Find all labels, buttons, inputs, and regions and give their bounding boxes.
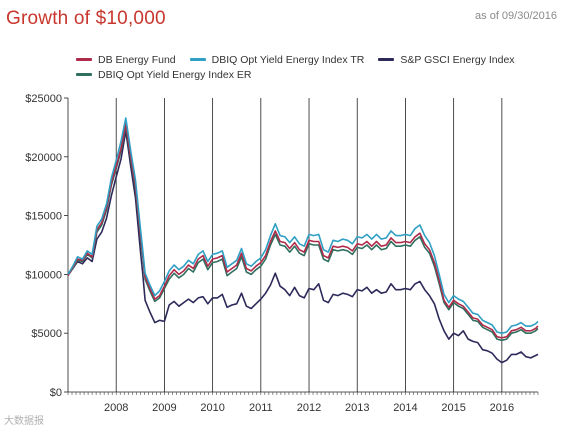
series-line-dbiq-opt-yield-energy-index-tr xyxy=(67,117,539,335)
chart-legend: DB Energy Fund DBIQ Opt Yield Energy Ind… xyxy=(76,52,566,82)
legend-row-1: DB Energy Fund DBIQ Opt Yield Energy Ind… xyxy=(76,52,566,67)
series-line-s-p-gsci-energy-index xyxy=(67,130,539,364)
x-tick-label: 2009 xyxy=(152,402,176,414)
legend-item-db-energy-fund: DB Energy Fund xyxy=(76,54,176,66)
y-tick-label: $5000 xyxy=(31,328,62,340)
x-tick-label: 2014 xyxy=(393,402,417,414)
legend-label-db-energy-fund: DB Energy Fund xyxy=(98,53,176,66)
legend-row-2: DBIQ Opt Yield Energy Index ER xyxy=(76,67,566,82)
legend-item-dbiq-tr: DBIQ Opt Yield Energy Index TR xyxy=(189,53,365,66)
x-tick-label: 2015 xyxy=(441,402,465,414)
legend-label-dbiq-tr: DBIQ Opt Yield Energy Index TR xyxy=(211,53,365,66)
legend-item-dbiq-er: DBIQ Opt Yield Energy Index ER xyxy=(76,69,252,81)
x-tick-label: 2016 xyxy=(490,402,514,414)
legend-swatch-dbiq-tr xyxy=(189,58,206,61)
legend-label-sp-gsci: S&P GSCI Energy Index xyxy=(400,53,515,66)
y-tick-label: $0 xyxy=(50,387,62,399)
x-tick-label: 2013 xyxy=(345,402,369,414)
y-tick-label: $20000 xyxy=(25,152,62,164)
legend-swatch-sp-gsci xyxy=(378,58,395,61)
y-tick-label: $15000 xyxy=(25,211,62,223)
x-tick-label: 2010 xyxy=(200,402,224,414)
legend-label-dbiq-er: DBIQ Opt Yield Energy Index ER xyxy=(98,68,252,81)
x-tick-label: 2012 xyxy=(297,402,321,414)
x-tick-label: 2011 xyxy=(249,402,273,414)
watermark-text: 大数据报 xyxy=(4,416,44,427)
y-tick-label: $25000 xyxy=(25,93,62,105)
as-of-date: as of 09/30/2016 xyxy=(475,10,557,22)
legend-item-sp-gsci: S&P GSCI Energy Index xyxy=(378,53,515,66)
y-tick-label: $10000 xyxy=(25,269,62,281)
legend-swatch-dbiq-er xyxy=(76,73,92,76)
x-tick-label: 2008 xyxy=(104,402,128,414)
legend-swatch-db-energy-fund xyxy=(76,58,92,61)
chart-title: Growth of $10,000 xyxy=(6,8,166,29)
